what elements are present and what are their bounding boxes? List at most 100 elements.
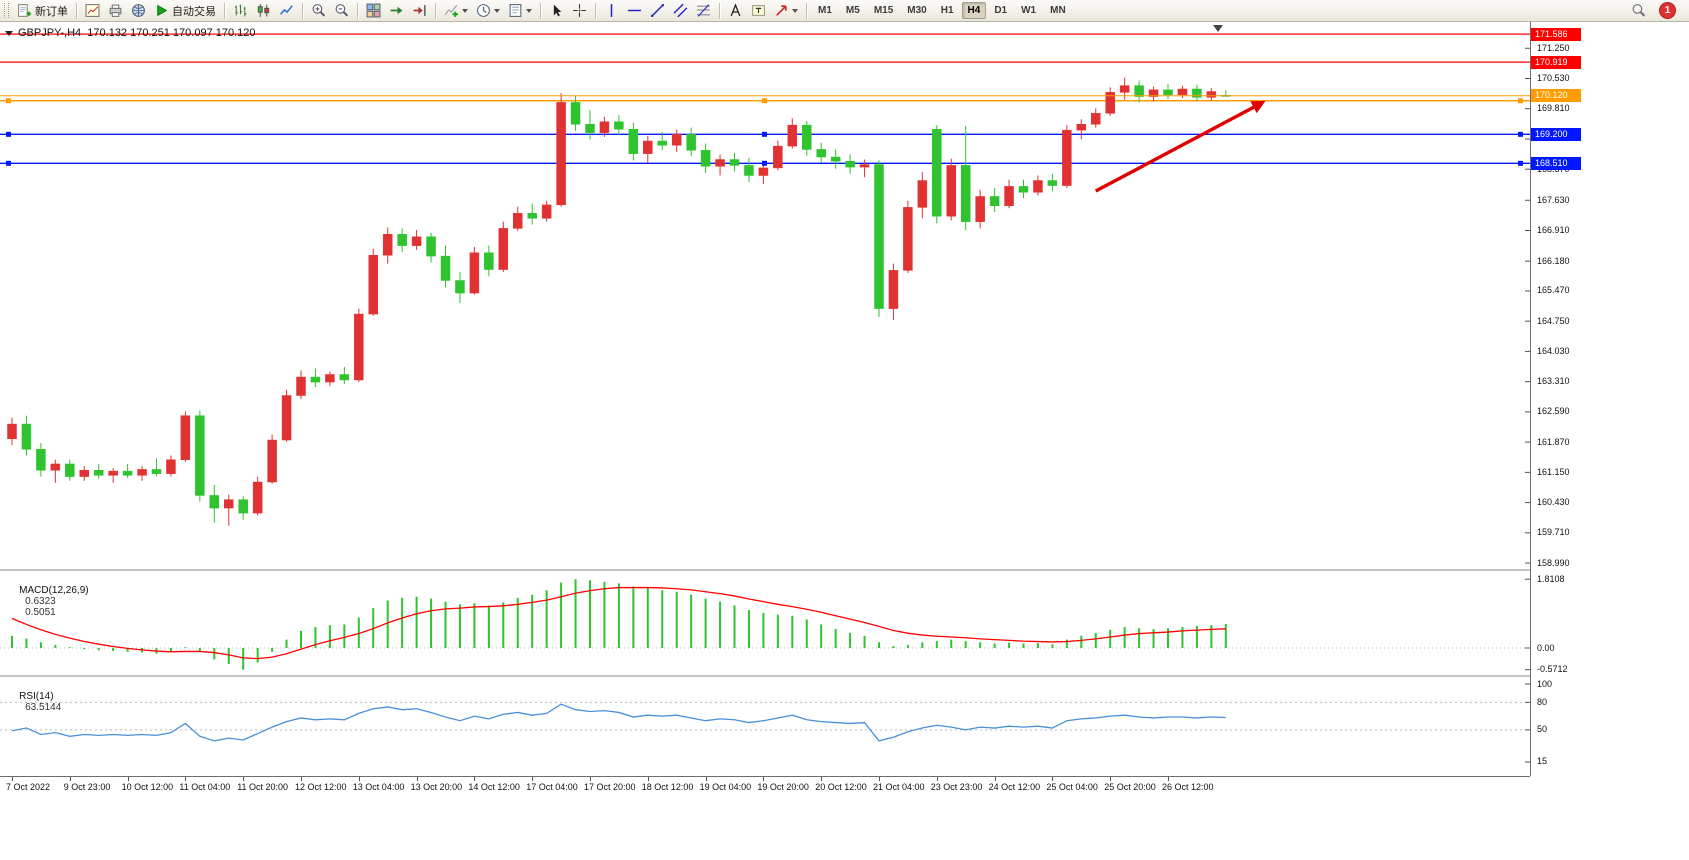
trend-arrow[interactable]: [1094, 100, 1266, 193]
candle-body: [411, 236, 422, 246]
zoom-out-button[interactable]: [331, 0, 352, 22]
bar-chart-button[interactable]: [230, 0, 251, 22]
text-button[interactable]: [725, 0, 746, 22]
toolbar-right: 1: [1627, 0, 1687, 22]
line-chart-button[interactable]: [276, 0, 297, 22]
timeframe-m5[interactable]: M5: [845, 5, 860, 16]
candle-body: [397, 234, 407, 246]
auto-trading-button[interactable]: 自动交易: [151, 0, 219, 22]
candle-body: [93, 470, 104, 476]
time-label: 11 Oct 04:00: [179, 782, 231, 792]
timeframe-m15[interactable]: M15: [873, 5, 894, 16]
notifications-badge[interactable]: 1: [1660, 3, 1675, 18]
fibonacci-button[interactable]: [693, 0, 714, 22]
candlestick-chart-button[interactable]: [253, 0, 274, 22]
line-handle[interactable]: [6, 131, 11, 137]
candle-body: [151, 469, 162, 474]
time-tick-mark: [879, 777, 880, 781]
chart-shift-marker: [1213, 25, 1223, 32]
rsi-axis-tick: 100: [1537, 678, 1553, 689]
price-axis[interactable]: 171.250170.530169.810169.090168.370167.6…: [1530, 22, 1689, 776]
candle-body: [773, 145, 783, 169]
print-button[interactable]: [105, 0, 126, 22]
text-label-button[interactable]: [748, 0, 769, 22]
line-handle[interactable]: [1518, 98, 1523, 104]
vertical-line-button[interactable]: [601, 0, 622, 22]
printer-icon: [109, 4, 122, 17]
candle-body: [1105, 92, 1115, 114]
crosshair-button[interactable]: [569, 0, 590, 22]
horizontal-line-button[interactable]: [624, 0, 645, 22]
toolbar-separator: [540, 2, 541, 19]
candle-body: [1091, 113, 1101, 125]
timeframe-h1[interactable]: H1: [940, 5, 954, 16]
line-handle[interactable]: [762, 160, 767, 166]
candle-body: [281, 395, 292, 441]
line-handle[interactable]: [1518, 160, 1523, 166]
candle-body: [888, 270, 899, 309]
price-tick: 169.810: [1537, 103, 1570, 114]
candle-body: [137, 469, 147, 476]
candle-body: [1047, 180, 1058, 186]
price-tick: 163.310: [1537, 376, 1570, 387]
time-label: 19 Oct 20:00: [757, 782, 809, 792]
timeframe-h4[interactable]: H4: [961, 2, 987, 19]
new-chart-button[interactable]: [82, 0, 103, 22]
timeframe-m1[interactable]: M1: [818, 5, 832, 16]
periods-button[interactable]: [473, 0, 503, 22]
candle-body: [541, 204, 552, 219]
time-tick-mark: [243, 777, 245, 781]
line-handle[interactable]: [6, 160, 11, 166]
arrows-button[interactable]: [771, 0, 801, 22]
time-label: 10 Oct 12:00: [121, 782, 174, 792]
templates-button[interactable]: [505, 0, 535, 22]
candle-body: [108, 470, 118, 476]
zoom-in-button[interactable]: [308, 0, 329, 22]
cursor-button[interactable]: [546, 0, 567, 22]
chart-plot[interactable]: [0, 22, 1530, 776]
time-tick-mark: [1168, 777, 1169, 781]
candle-body: [180, 415, 191, 461]
candle-body: [469, 252, 480, 294]
candle-body: [556, 102, 566, 206]
toolbar-grip[interactable]: [4, 3, 9, 18]
candle-body: [845, 160, 855, 168]
candle-body: [1206, 91, 1217, 98]
timeframe-d1[interactable]: D1: [994, 5, 1008, 16]
line-handle[interactable]: [1518, 131, 1523, 137]
candle-body: [310, 376, 321, 383]
candle-body: [209, 495, 220, 509]
timeframe-w1[interactable]: W1: [1021, 5, 1037, 16]
tile-windows-button[interactable]: [363, 0, 384, 22]
candle-body: [1062, 129, 1072, 186]
indicators-button[interactable]: [441, 0, 471, 22]
line-handle[interactable]: [762, 98, 767, 104]
line-handle[interactable]: [6, 98, 11, 104]
candle-body: [700, 150, 711, 167]
indicators-icon: [444, 4, 458, 17]
time-label: 26 Oct 12:00: [1162, 782, 1214, 792]
timeframe-mn[interactable]: MN: [1050, 5, 1066, 16]
trendline-button[interactable]: [647, 0, 668, 22]
support-line-upper-price-label: 169.200: [1531, 127, 1581, 141]
channel-button[interactable]: [670, 0, 691, 22]
candle-body: [195, 415, 205, 496]
time-label: 7 Oct 2022: [6, 782, 51, 792]
candle-body: [36, 449, 46, 471]
chart-shift-button[interactable]: [409, 0, 430, 22]
chart-menu-icon[interactable]: [5, 30, 13, 36]
auto-scroll-button[interactable]: [386, 0, 407, 22]
candle-body: [989, 196, 1000, 206]
rsi-line: [11, 703, 1226, 742]
timeframe-m30[interactable]: M30: [907, 5, 927, 16]
time-label: 25 Oct 20:00: [1104, 782, 1156, 792]
search-button[interactable]: [1628, 0, 1649, 22]
candle-body: [1033, 180, 1043, 193]
full-screen-button[interactable]: [128, 0, 149, 22]
macd-name: MACD(12,26,9): [19, 585, 89, 596]
candle-body: [382, 234, 393, 256]
line-handle[interactable]: [762, 131, 767, 137]
clock-icon: [477, 4, 490, 17]
new-order-button[interactable]: 新订单: [14, 0, 71, 22]
time-axis[interactable]: 7 Oct 2022 9 Oct 23:00 10 Oct 12:00 11 Oct …: [0, 776, 1530, 801]
